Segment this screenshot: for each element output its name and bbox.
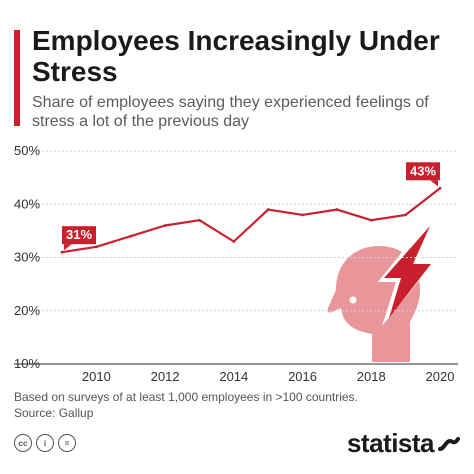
- y-tick-label: 10%: [14, 356, 40, 371]
- creative-commons-icon[interactable]: cc: [14, 434, 32, 452]
- source-label: Source: Gallup: [14, 406, 94, 420]
- y-axis: 10% 20% 30% 40% 50%: [14, 143, 40, 371]
- x-tick-label: 2018: [357, 369, 386, 384]
- x-tick-label: 2012: [151, 369, 180, 384]
- chart-title: Employees Increasingly Under Stress: [32, 25, 440, 87]
- data-point: [266, 208, 270, 211]
- y-tick-label: 50%: [14, 143, 40, 158]
- data-point: [198, 218, 201, 222]
- data-point: [301, 213, 304, 217]
- stressed-head-illustration: [327, 222, 436, 362]
- x-tick-label: 2010: [82, 369, 111, 384]
- data-point: [94, 245, 98, 249]
- data-label-box: [406, 162, 440, 181]
- chart-series: [60, 186, 442, 254]
- data-label-text: 31%: [66, 227, 92, 242]
- data-point: [232, 240, 236, 243]
- data-label-pointer: [430, 180, 438, 187]
- y-tick-label: 40%: [14, 196, 40, 211]
- data-label: 43%: [406, 162, 440, 187]
- x-axis: 2010 2012 2014 2016 2018 2020: [82, 369, 455, 384]
- x-tick-label: 2016: [288, 369, 317, 384]
- data-point: [60, 250, 64, 254]
- y-tick-label: 30%: [14, 250, 40, 265]
- lightning-bolt-icon: [384, 226, 431, 318]
- series-line: [61, 187, 441, 254]
- data-label-text: 43%: [410, 163, 436, 178]
- head-eye: [349, 296, 357, 304]
- data-point: [129, 234, 133, 238]
- statista-logo-icon: [438, 436, 460, 451]
- attribution-icon[interactable]: i: [36, 434, 54, 452]
- data-label: 31%: [62, 226, 96, 251]
- chart-data-labels: 31% 43%: [62, 162, 440, 251]
- x-tick-label: 2020: [426, 369, 455, 384]
- title-accent-bar: [14, 30, 20, 126]
- statista-logo-text: statista: [346, 428, 435, 458]
- data-point: [438, 186, 442, 190]
- statista-brand[interactable]: statista: [347, 428, 460, 459]
- data-point: [404, 213, 408, 217]
- data-point: [369, 218, 373, 222]
- data-point: [335, 208, 339, 211]
- license-icons: cc i =: [14, 434, 76, 452]
- x-tick-label: 2014: [219, 369, 248, 384]
- chart-subtitle: Share of employees saying they experienc…: [32, 94, 429, 130]
- footnote: Based on surveys of at least 1,000 emplo…: [14, 390, 358, 404]
- data-point: [163, 224, 167, 227]
- chart-gridlines: [14, 150, 458, 365]
- no-derivatives-icon[interactable]: =: [58, 434, 76, 452]
- data-label-box: [62, 226, 96, 245]
- y-tick-label: 20%: [14, 303, 40, 318]
- data-label-pointer: [64, 244, 72, 251]
